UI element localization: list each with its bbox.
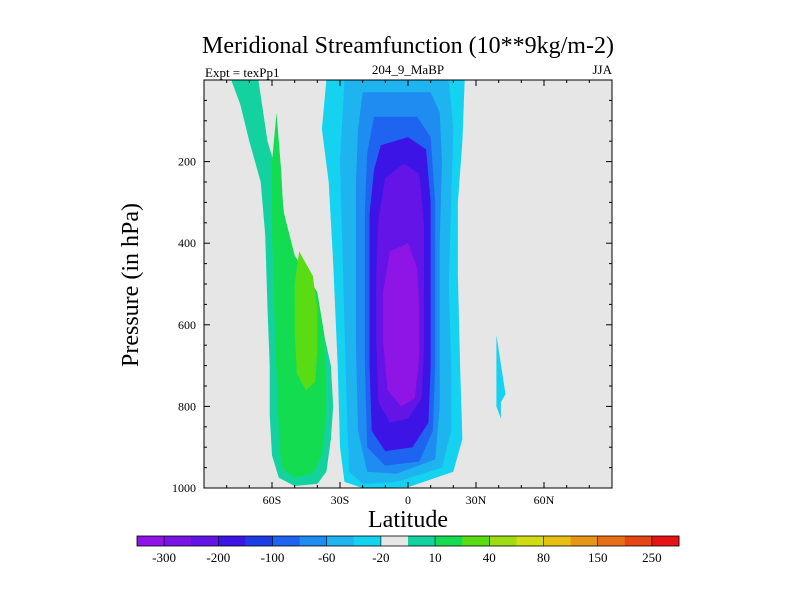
colorbar-label: -20 (372, 550, 389, 565)
y-tick-label: 600 (178, 318, 196, 332)
colorbar-label: -300 (152, 550, 176, 565)
contour-nh-positive-cell (496, 335, 506, 419)
colorbar-box (299, 536, 328, 546)
x-tick-label: 60N (534, 493, 555, 507)
colorbar-box (218, 536, 246, 546)
colorbar-label: 80 (537, 550, 550, 565)
colorbar-box (597, 536, 626, 546)
colorbar-box (272, 536, 300, 546)
y-axis: 200 400 600 800 1000 (172, 99, 612, 495)
chart-title: Meridional Streamfunction (10**9kg/m-2) (202, 33, 614, 59)
colorbar-label: 40 (483, 550, 496, 565)
y-tick-label: 200 (178, 155, 196, 169)
x-axis-label: Latitude (368, 507, 448, 533)
colorbar-label: -60 (318, 550, 335, 565)
y-tick-label: 800 (178, 399, 196, 413)
right-label: JJA (592, 62, 612, 77)
left-label: Expt = texPp1 (205, 65, 280, 80)
colorbar-box (380, 536, 409, 546)
contour-neg-cell-300 (383, 243, 420, 407)
colorbar: -300 -200 -100 -60 -20 10 40 80 150 250 (136, 535, 680, 565)
colorbar-label: 250 (642, 550, 662, 565)
colorbar-box (137, 536, 165, 546)
colorbar-box (435, 536, 463, 546)
colorbar-label: 150 (588, 550, 608, 565)
x-tick-label: 30N (466, 493, 487, 507)
colorbar-label: -200 (206, 550, 230, 565)
y-tick-label: 400 (178, 236, 196, 250)
colorbar-box (353, 536, 382, 546)
colorbar-box (191, 536, 219, 546)
colorbar-box (516, 536, 544, 546)
y-axis-label: Pressure (in hPa) (118, 203, 144, 367)
x-axis: 60S 30S 0 30N 60N (203, 80, 613, 507)
x-tick-label: 60S (263, 493, 282, 507)
plot-area: 60S 30S 0 30N 60N 200 400 600 800 1000 (172, 79, 613, 507)
colorbar-box (326, 536, 355, 546)
colorbar-label: 10 (429, 550, 442, 565)
colorbar-box (489, 536, 517, 546)
y-tick-label: 1000 (172, 481, 196, 495)
colorbar-frame (136, 535, 680, 547)
colorbar-box (543, 536, 571, 546)
contour-sh-positive-80 (294, 251, 318, 391)
colorbar-box (408, 536, 436, 546)
colorbar-box (570, 536, 599, 546)
colorbar-box (651, 536, 680, 546)
colorbar-box (624, 536, 653, 546)
x-tick-label: 0 (405, 493, 411, 507)
contour-regions (231, 80, 506, 488)
colorbar-box (164, 536, 192, 546)
x-tick-label: 30S (331, 493, 350, 507)
colorbar-box (245, 536, 273, 546)
colorbar-box (462, 536, 490, 546)
colorbar-label: -100 (261, 550, 285, 565)
center-label: 204_9_MaBP (372, 62, 444, 77)
